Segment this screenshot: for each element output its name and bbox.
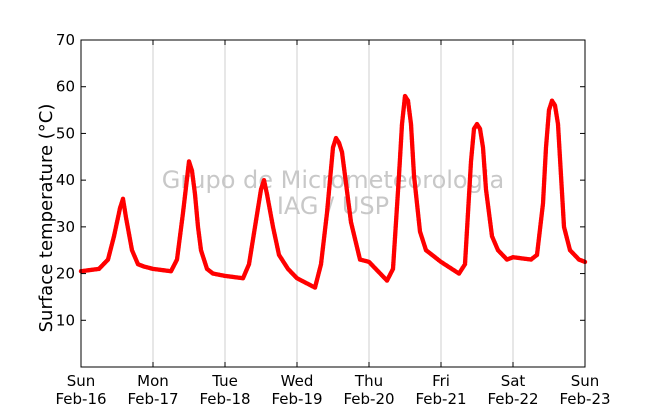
plot-frame — [80, 39, 586, 368]
watermark-line-1: Grupo de Micrometeorologia — [162, 166, 504, 194]
x-tick-label-date: Feb-23 — [559, 390, 610, 408]
x-tick-label-date: Feb-18 — [199, 390, 250, 408]
x-tick-label-date: Feb-19 — [271, 390, 322, 408]
x-gridlines — [152, 40, 514, 367]
x-tick-label-day: Fri — [432, 372, 450, 390]
x-tick-label-date: Feb-22 — [487, 390, 538, 408]
x-tick-label-day: Tue — [211, 372, 238, 390]
x-tick-label-day: Wed — [281, 372, 314, 390]
x-tick-label-day: Mon — [137, 372, 169, 390]
x-tick-label-day: Thu — [354, 372, 383, 390]
y-tick-label: 10 — [56, 311, 75, 329]
y-tick-label: 40 — [56, 171, 75, 189]
x-tick-label-day: Sun — [67, 372, 96, 390]
y-tick-label: 20 — [56, 265, 75, 283]
x-tick-label-date: Feb-17 — [127, 390, 178, 408]
y-tick-label: 70 — [56, 31, 75, 49]
data-points — [78, 93, 588, 290]
x-tick-label-date: Feb-20 — [343, 390, 394, 408]
y-axis-ticks: 10 20 30 40 50 60 70 — [56, 31, 585, 329]
watermark: Grupo de Micrometeorologia IAG / USP — [162, 166, 504, 220]
x-tick-label-date: Feb-21 — [415, 390, 466, 408]
y-tick-label: 50 — [56, 124, 75, 142]
x-tick-label-day: Sat — [501, 372, 526, 390]
y-tick-label: 60 — [56, 78, 75, 96]
watermark-line-2: IAG / USP — [277, 192, 389, 220]
y-tick-label: 30 — [56, 218, 75, 236]
y-axis-title: Surface temperature (°C) — [36, 104, 57, 333]
x-tick-label-day: Sun — [571, 372, 600, 390]
x-axis-ticks: SunFeb-16MonFeb-17TueFeb-18WedFeb-19ThuF… — [55, 40, 611, 408]
x-tick-label-date: Feb-16 — [55, 390, 106, 408]
